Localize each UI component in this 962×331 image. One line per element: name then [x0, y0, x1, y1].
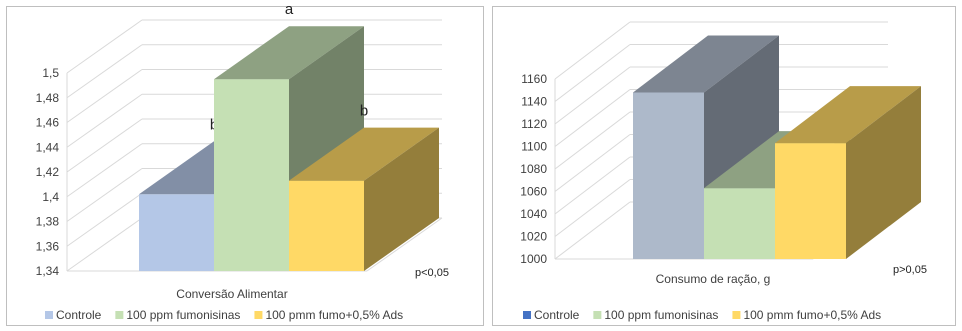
bar-front-1 — [139, 194, 214, 271]
bar-front-2 — [704, 188, 775, 259]
legend-label-3: 100 pmm fumo+0,5% Ads — [743, 308, 881, 322]
bar-top-2 — [214, 26, 364, 80]
chart-panel-conversao: 1,341,361,381,41,421,441,461,481,5babCon… — [6, 1, 484, 326]
legend-swatch-3 — [254, 311, 263, 319]
y-tick-label: 1,36 — [36, 239, 60, 253]
y-tick-label: 1160 — [521, 72, 547, 86]
significance-letter: a — [285, 1, 294, 18]
gridline-side — [554, 134, 631, 192]
y-tick-label: 1140 — [521, 95, 547, 109]
legend-label-1: Controle — [56, 308, 102, 322]
y-tick-label: 1,44 — [36, 140, 60, 154]
y-tick-label: 1080 — [520, 162, 547, 176]
gridline-side — [66, 93, 143, 148]
bar-top-3 — [289, 127, 439, 181]
bar-front-2 — [214, 79, 289, 271]
gridline-side — [554, 179, 631, 237]
y-tick-label: 1100 — [521, 140, 547, 154]
p-value-note: p>0,05 — [893, 264, 927, 276]
y-tick-label: 1020 — [520, 230, 547, 244]
chart-conversao-alimentar: 1,341,361,381,41,421,441,461,481,5babCon… — [36, 1, 449, 322]
legend-swatch-2 — [593, 311, 602, 319]
significance-letter: b — [360, 103, 368, 120]
bar-side-3 — [364, 127, 439, 271]
gridline-side — [66, 44, 143, 99]
gridline-side — [66, 69, 143, 123]
gridline-side — [554, 111, 631, 170]
gridline-side — [554, 201, 631, 260]
y-tick-label: 1,4 — [42, 190, 59, 204]
floor-right-edge — [366, 217, 443, 272]
gridline-side — [554, 156, 631, 215]
y-tick-label: 1,48 — [36, 91, 60, 105]
gridline-side — [554, 89, 631, 147]
y-tick-label: 1,46 — [36, 116, 60, 130]
chart-panel-consumo: 1000 1020 1040 1060 1080 1100 1120 1140 1160 Cons… — [492, 6, 956, 326]
legend-label-2: 100 ppm fumonisinas — [126, 308, 240, 322]
p-value-note: p<0,05 — [415, 267, 449, 279]
bar-top-3 — [775, 86, 921, 144]
bar-front-1 — [633, 92, 704, 259]
y-tick-label: 1000 — [520, 252, 547, 266]
bar-front-3 — [289, 180, 364, 271]
legend-swatch-2 — [115, 311, 124, 319]
chart-consumo-racao: 1000 1020 1040 1060 1080 1100 1120 1140 1160 Cons… — [520, 21, 927, 322]
legend-label-2: 100 ppm fumonisinas — [604, 308, 718, 322]
y-tick-label: 1120 — [521, 117, 547, 131]
y-tick-label: 1,42 — [36, 165, 60, 179]
x-axis-label: Consumo de ração, g — [656, 272, 771, 286]
bar-side-3 — [846, 86, 921, 259]
legend-swatch-1 — [523, 311, 531, 319]
y-tick-label: 1,34 — [36, 264, 60, 278]
gridline-side — [554, 66, 631, 125]
gridline-side — [66, 192, 143, 247]
legend-label-3: 100 pmm fumo+0,5% Ads — [265, 308, 403, 322]
bar-front-3 — [775, 143, 846, 259]
legend-label-1: Controle — [534, 308, 580, 322]
y-tick-label: 1060 — [520, 185, 547, 199]
gridline-side — [554, 44, 631, 102]
x-axis-label: Conversão Alimentar — [176, 287, 287, 301]
legend-swatch-3 — [732, 311, 741, 319]
gridline-side — [66, 118, 143, 173]
gridline-side — [66, 217, 143, 272]
y-tick-label: 1,38 — [36, 215, 60, 229]
gridline-side — [66, 143, 143, 198]
legend-swatch-1 — [45, 311, 53, 319]
gridline-side — [554, 21, 631, 80]
y-tick-label: 1,5 — [42, 66, 59, 80]
gridline-side — [66, 19, 143, 74]
y-tick-label: 1040 — [520, 207, 547, 221]
gridline-side — [66, 168, 143, 222]
bar-top-1 — [633, 35, 779, 93]
